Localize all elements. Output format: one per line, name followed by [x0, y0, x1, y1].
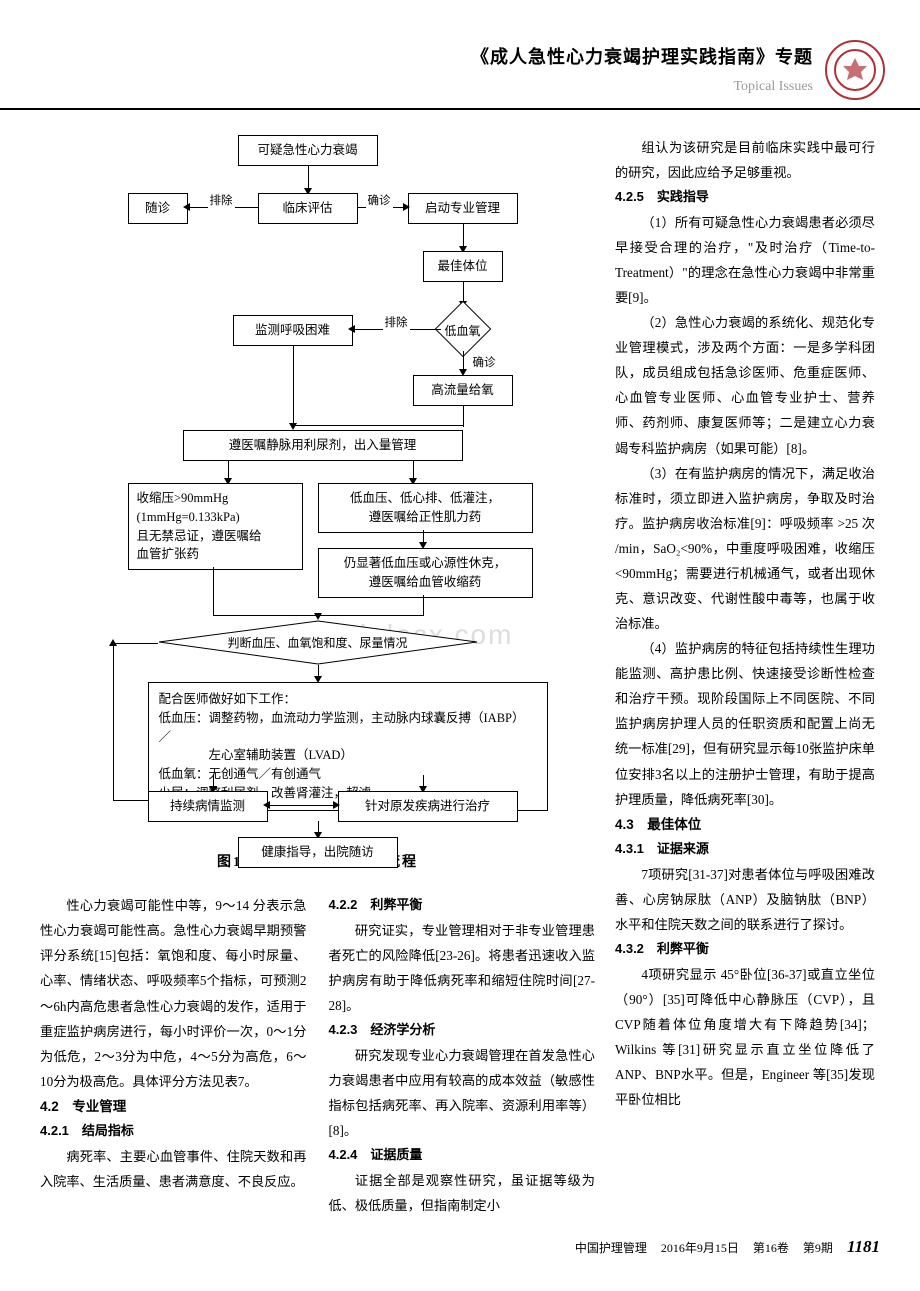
- flow-node: 遵医嘱静脉用利尿剂，出入量管理: [183, 430, 463, 461]
- flow-node: 收缩压>90mmHg (1mmHg=0.133kPa) 且无禁忌证，遵医嘱给 血…: [128, 483, 303, 570]
- flow-node: 监测呼吸困难: [233, 315, 353, 346]
- paragraph: 研究发现专业心力衰竭管理在首发急性心力衰竭患者中应用有较高的成本效益（敏感性指标…: [329, 1043, 596, 1143]
- header-subtitle: Topical Issues: [471, 74, 813, 99]
- section-heading: 4.2 专业管理: [40, 1094, 307, 1120]
- paragraph: （2）急性心力衰竭的系统化、规范化专业管理模式，涉及两个方面：一是多学科团队，成…: [615, 310, 875, 460]
- flowchart-figure: 可疑急性心力衰竭 临床评估 随诊 排除 启动专业管理 确诊 最佳体位 低血氧: [53, 135, 583, 835]
- footer-journal: 中国护理管理: [575, 1238, 647, 1260]
- edge-label: 确诊: [471, 353, 498, 374]
- flow-node: 健康指导，出院随访: [238, 837, 398, 868]
- section-heading: 4.3 最佳体位: [615, 812, 875, 838]
- section-heading: 4.3.1 证据来源: [615, 837, 875, 862]
- flow-node: 高流量给氧: [413, 375, 513, 406]
- edge-label: 确诊: [366, 191, 393, 212]
- left-body-text: 性心力衰竭可能性中等，9～14 分表示急性心力衰竭可能性高。急性心力衰竭早期预警…: [40, 893, 595, 1218]
- header-title: 《成人急性心力衰竭护理实践指南》专题: [471, 41, 813, 73]
- paragraph: （1）所有可疑急性心力衰竭患者必须尽早接受合理的治疗，"及时治疗（Time-to…: [615, 210, 875, 310]
- flow-node: 临床评估: [258, 193, 358, 224]
- flow-node: 最佳体位: [423, 251, 503, 282]
- section-heading: 4.2.5 实践指导: [615, 185, 875, 210]
- flow-node: 随诊: [128, 193, 188, 224]
- footer-volume: 第16卷: [753, 1238, 789, 1260]
- right-body-text: 组认为该研究是目前临床实践中最可行的研究，因此应给予足够重视。 4.2.5 实践…: [615, 135, 875, 1112]
- section-heading: 4.2.1 结局指标: [40, 1119, 307, 1144]
- footer-issue: 第9期: [803, 1238, 833, 1260]
- footer-date: 2016年9月15日: [661, 1238, 739, 1260]
- paragraph: 组认为该研究是目前临床实践中最可行的研究，因此应给予足够重视。: [615, 135, 875, 185]
- flow-node: 启动专业管理: [408, 193, 518, 224]
- page-number: 1181: [847, 1232, 880, 1263]
- paragraph: 研究证实，专业管理相对于非专业管理患者死亡的风险降低[23-26]。将患者迅速收…: [329, 918, 596, 1018]
- paragraph: 证据全部是观察性研究，虽证据等级为低、极低质量，但指南制定小: [329, 1168, 596, 1218]
- paragraph: 4项研究显示 45°卧位[36-37]或直立坐位（90°）[35]可降低中心静脉…: [615, 962, 875, 1112]
- journal-logo-icon: [825, 40, 885, 100]
- flow-node: 持续病情监测: [148, 791, 268, 822]
- section-heading: 4.2.3 经济学分析: [329, 1018, 596, 1043]
- paragraph: 性心力衰竭可能性中等，9～14 分表示急性心力衰竭可能性高。急性心力衰竭早期预警…: [40, 893, 307, 1094]
- flow-node: 仍显著低血压或心源性休克， 遵医嘱给血管收缩药: [318, 548, 533, 598]
- flow-node: 低血压、低心排、低灌注， 遵医嘱给正性肌力药: [318, 483, 533, 533]
- section-heading: 4.3.2 利弊平衡: [615, 937, 875, 962]
- section-heading: 4.2.2 利弊平衡: [329, 893, 596, 918]
- edge-label: 排除: [208, 191, 235, 212]
- paragraph: 病死率、主要心血管事件、住院天数和再入院率、生活质量、患者满意度、不良反应。: [40, 1144, 307, 1194]
- flow-node: 可疑急性心力衰竭: [238, 135, 378, 166]
- paragraph: 7项研究[31-37]对患者体位与呼吸困难改善、心房钠尿肽（ANP）及脑钠肽（B…: [615, 862, 875, 937]
- paragraph: （3）在有监护病房的情况下，满足收治标准时，须立即进入监护病房，争取及时治疗。监…: [615, 461, 875, 637]
- paragraph: （4）监护病房的特征包括持续性生理功能监测、高护患比例、快速接受诊断性检查和治疗…: [615, 636, 875, 812]
- edge-label: 排除: [383, 313, 410, 334]
- flow-node: 针对原发疾病进行治疗: [338, 791, 518, 822]
- section-heading: 4.2.4 证据质量: [329, 1143, 596, 1168]
- page-footer: 中国护理管理 2016年9月15日 第16卷 第9期 1181: [575, 1232, 880, 1263]
- page-header: 《成人急性心力衰竭护理实践指南》专题 Topical Issues: [0, 0, 920, 110]
